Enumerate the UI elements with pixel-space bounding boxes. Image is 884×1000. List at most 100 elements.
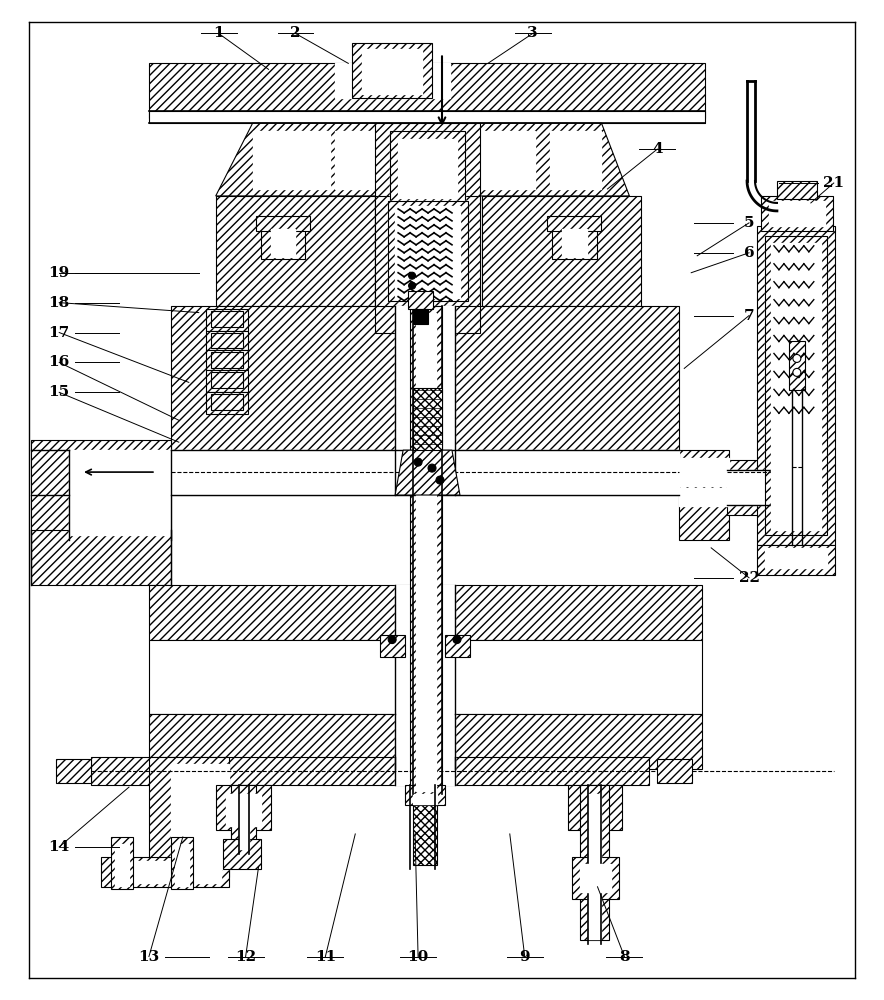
Bar	[239, 794, 248, 849]
Text: 11: 11	[315, 950, 336, 964]
Bar	[395, 714, 455, 769]
Bar	[658, 759, 692, 783]
Bar	[231, 785, 255, 850]
Bar	[580, 864, 612, 892]
Bar	[206, 370, 248, 392]
Bar	[390, 131, 465, 206]
Circle shape	[414, 458, 422, 466]
Bar	[792, 395, 802, 515]
Text: 8: 8	[619, 950, 629, 964]
Bar	[445, 635, 470, 657]
Bar	[149, 640, 702, 714]
Bar	[149, 63, 705, 118]
Text: 10: 10	[408, 950, 429, 964]
Bar	[171, 837, 193, 889]
Bar	[771, 243, 821, 530]
Bar	[455, 131, 535, 189]
Bar	[31, 530, 171, 585]
Bar	[362, 49, 422, 94]
Bar	[413, 388, 442, 450]
Bar	[580, 785, 609, 940]
Text: 12: 12	[235, 950, 256, 964]
Bar	[111, 837, 133, 889]
Text: 17: 17	[49, 326, 70, 340]
Bar	[572, 857, 620, 899]
Bar	[210, 394, 242, 410]
Bar	[395, 306, 455, 495]
Bar	[777, 181, 817, 199]
Bar	[375, 123, 480, 333]
Circle shape	[793, 368, 801, 376]
Text: 19: 19	[49, 266, 70, 280]
Bar	[225, 794, 261, 826]
Bar	[335, 131, 415, 189]
Bar	[210, 311, 242, 327]
Bar	[210, 333, 242, 348]
Bar	[206, 350, 248, 370]
Bar	[679, 488, 729, 506]
Bar	[588, 794, 601, 939]
Bar	[101, 857, 229, 887]
Bar	[91, 757, 650, 785]
Bar	[679, 450, 729, 540]
Bar	[561, 229, 587, 257]
Bar	[375, 196, 480, 306]
Bar	[171, 450, 679, 495]
Bar	[171, 306, 679, 495]
Polygon shape	[395, 450, 460, 495]
Bar	[552, 221, 597, 259]
Bar	[482, 196, 642, 306]
Bar	[380, 635, 405, 657]
Bar	[390, 131, 465, 206]
Bar	[388, 201, 468, 301]
Text: 4: 4	[652, 142, 663, 156]
Circle shape	[388, 636, 396, 644]
Bar	[216, 785, 271, 830]
Bar	[388, 201, 468, 301]
Bar	[31, 440, 171, 540]
Text: 22: 22	[738, 571, 759, 585]
Bar	[335, 63, 450, 98]
Bar	[210, 372, 242, 388]
Bar	[69, 495, 171, 535]
Bar	[413, 309, 428, 324]
Circle shape	[428, 464, 436, 472]
Polygon shape	[216, 123, 629, 196]
Bar	[216, 196, 375, 306]
Bar	[395, 585, 455, 640]
Bar	[395, 757, 455, 785]
Bar	[398, 139, 457, 198]
Bar	[210, 333, 242, 348]
Bar	[210, 311, 242, 327]
Bar	[206, 392, 248, 414]
Bar	[206, 331, 248, 350]
Circle shape	[408, 282, 415, 289]
Text: 14: 14	[49, 840, 70, 854]
Circle shape	[436, 476, 444, 484]
Bar	[261, 221, 306, 259]
Text: 2: 2	[290, 26, 301, 40]
Bar	[728, 460, 807, 515]
Bar	[413, 805, 437, 865]
Bar	[765, 236, 827, 535]
Text: 6: 6	[743, 246, 754, 260]
Bar	[395, 640, 455, 714]
Text: 15: 15	[49, 385, 70, 399]
Text: 16: 16	[49, 355, 70, 369]
Bar	[679, 458, 729, 486]
Text: 13: 13	[138, 950, 159, 964]
Bar	[271, 229, 295, 257]
Text: 1: 1	[213, 26, 224, 40]
Bar	[765, 236, 827, 535]
Bar	[728, 470, 807, 505]
Bar	[761, 196, 833, 231]
Text: 5: 5	[743, 216, 754, 230]
Bar	[395, 206, 460, 298]
Bar	[550, 131, 601, 189]
Bar	[206, 309, 248, 331]
Bar	[149, 714, 702, 769]
Text: 3: 3	[528, 26, 538, 40]
Bar	[413, 794, 437, 804]
Bar	[757, 226, 834, 545]
Bar	[121, 861, 221, 883]
